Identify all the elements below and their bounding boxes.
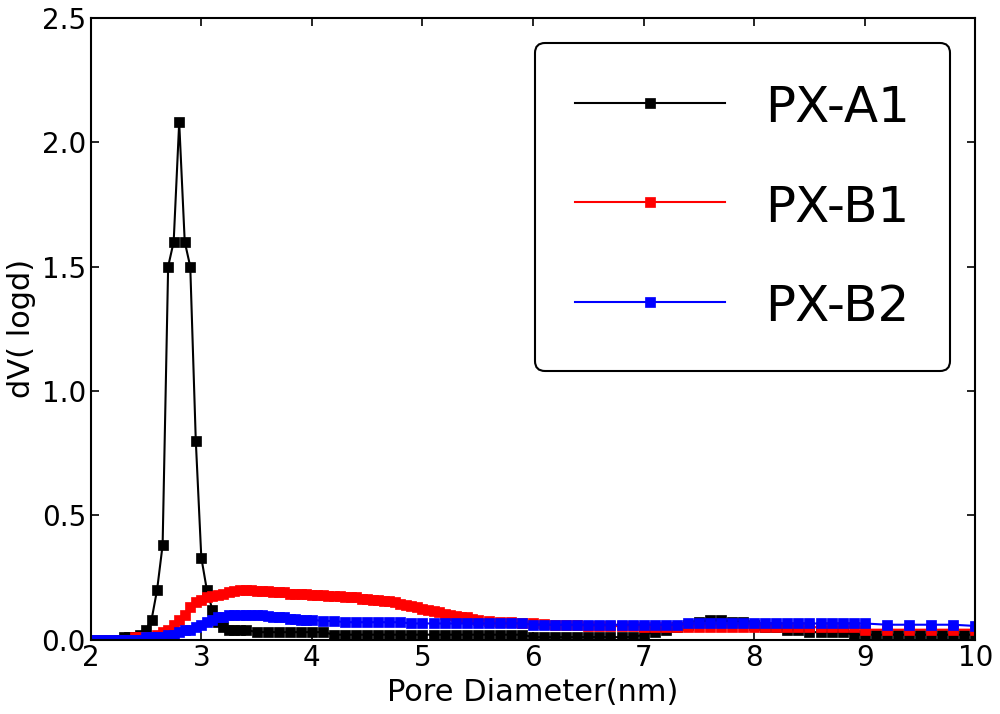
PX-A1 <box>85 635 97 644</box>
PX-B2 <box>85 635 97 644</box>
PX-B1 <box>317 590 329 599</box>
PX-A1 <box>184 262 196 271</box>
PX-B2 <box>240 610 252 619</box>
Line: PX-B1: PX-B1 <box>86 585 980 645</box>
PX-B2 <box>405 619 417 628</box>
PX-A1 <box>715 615 727 624</box>
PX-B1 <box>903 625 915 634</box>
PX-B2 <box>223 610 235 619</box>
Y-axis label: dV( logd): dV( logd) <box>7 259 36 398</box>
Line: PX-B2: PX-B2 <box>86 610 980 645</box>
PX-B2 <box>157 633 169 641</box>
PX-B2 <box>439 619 451 628</box>
PX-B2 <box>969 622 981 630</box>
PX-A1 <box>649 628 661 636</box>
PX-B1 <box>223 588 235 597</box>
PX-A1 <box>671 623 683 631</box>
PX-A1 <box>107 635 119 644</box>
PX-B1 <box>372 595 384 604</box>
Line: PX-A1: PX-A1 <box>86 118 980 645</box>
PX-B2 <box>837 619 849 628</box>
PX-B2 <box>328 617 340 625</box>
PX-B1 <box>245 585 257 594</box>
PX-A1 <box>969 630 981 639</box>
Legend: PX-A1, PX-B1, PX-B2: PX-A1, PX-B1, PX-B2 <box>535 43 950 371</box>
PX-B1 <box>234 585 246 594</box>
PX-A1 <box>704 615 716 624</box>
PX-B1 <box>444 610 456 619</box>
PX-A1 <box>173 118 185 126</box>
PX-B1 <box>969 625 981 634</box>
X-axis label: Pore Diameter(nm): Pore Diameter(nm) <box>387 678 679 707</box>
PX-B1 <box>85 635 97 644</box>
